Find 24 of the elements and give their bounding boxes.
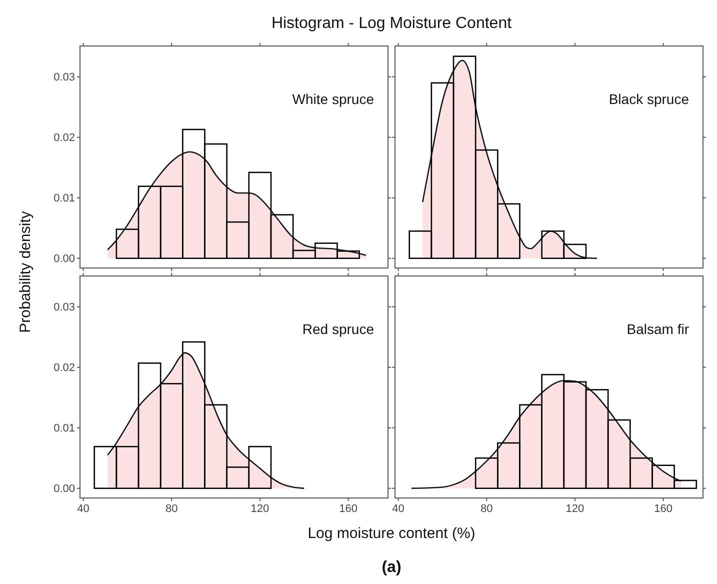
x-tick-label: 80 — [166, 503, 178, 515]
y-axis-title: Probability density — [17, 210, 34, 333]
y-tick-label: 0.00 — [54, 483, 75, 496]
x-tick-label: 120 — [250, 503, 270, 515]
x-tick-label: 40 — [392, 503, 404, 515]
annotation: Black spruce — [608, 91, 690, 107]
x-axis-title: Log moisture content (%) — [308, 525, 476, 542]
annotation: Balsam fir — [626, 321, 690, 337]
y-tick-label: 0.01 — [54, 422, 75, 435]
x-tick-label: 40 — [77, 503, 90, 515]
annotation: Red spruce — [302, 321, 374, 337]
y-tick-label: 0.02 — [54, 132, 75, 144]
y-tick-label: 0.03 — [54, 72, 75, 84]
chart-title: Histogram - Log Moisture Content — [271, 15, 512, 32]
y-tick-label: 0.03 — [54, 302, 75, 314]
y-tick-label: 0.00 — [54, 253, 75, 266]
text: (a) — [382, 559, 402, 576]
x-tick-label: 120 — [566, 503, 584, 515]
x-tick-label: 80 — [480, 503, 493, 515]
annotation: White spruce — [292, 91, 374, 107]
y-tick-label: 0.02 — [54, 362, 75, 374]
x-tick-label: 160 — [339, 503, 358, 515]
x-tick-label: 160 — [654, 503, 672, 515]
y-tick-label: 0.01 — [54, 192, 75, 205]
